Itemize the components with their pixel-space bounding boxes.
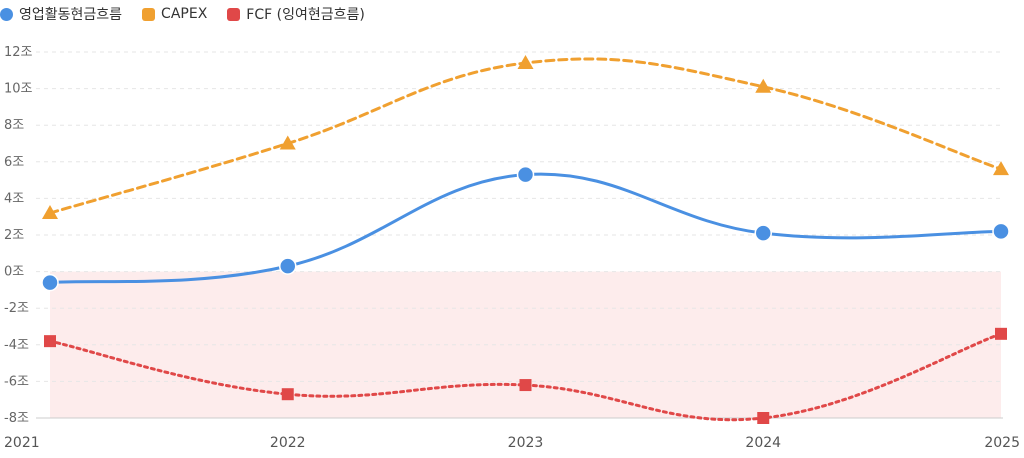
y-tick-label: -2조 bbox=[4, 301, 29, 316]
data-point-operating-cash-flow-2023 bbox=[516, 165, 535, 184]
x-tick-label: 2025 bbox=[984, 435, 1020, 451]
data-point-operating-cash-flow-2024 bbox=[754, 224, 772, 242]
chart-legend: 영업활동현금흐름 CAPEX FCF (잉여현금흐름) bbox=[0, 4, 385, 24]
series-line-capex bbox=[48, 57, 1003, 215]
y-tick-label: 4조 bbox=[4, 191, 24, 206]
y-tick-label: 2조 bbox=[4, 228, 24, 243]
legend-label-fcf: FCF (잉여현금흐름) bbox=[246, 7, 365, 23]
x-tick-label: 2024 bbox=[745, 435, 781, 451]
legend-label-operating-cash-flow: 영업활동현금흐름 bbox=[19, 7, 123, 23]
legend-item-operating-cash-flow[interactable]: 영업활동현금흐름 bbox=[0, 4, 122, 24]
data-point-capex-2021 bbox=[42, 205, 58, 220]
x-tick-label: 2022 bbox=[270, 435, 306, 451]
data-point-fcf-2021 bbox=[44, 335, 56, 348]
legend-swatch-operating-cash-flow bbox=[0, 7, 13, 21]
y-tick-label: 12조 bbox=[4, 45, 33, 60]
legend-item-capex[interactable]: CAPEX bbox=[142, 6, 207, 22]
y-tick-label: 8조 bbox=[4, 118, 24, 133]
y-tick-label: 0조 bbox=[4, 265, 24, 280]
data-point-operating-cash-flow-2022 bbox=[279, 257, 297, 275]
data-point-capex-2024 bbox=[755, 78, 772, 93]
data-point-fcf-2024 bbox=[757, 412, 770, 424]
x-tick-label: 2023 bbox=[508, 435, 544, 451]
y-tick-label: -8조 bbox=[4, 411, 29, 426]
legend-swatch-capex bbox=[142, 7, 156, 21]
y-tick-label: -6조 bbox=[4, 374, 29, 389]
data-point-capex-2022 bbox=[279, 135, 296, 150]
y-tick-label: 6조 bbox=[4, 155, 24, 170]
legend-item-fcf[interactable]: FCF (잉여현금흐름) bbox=[227, 4, 365, 24]
data-point-operating-cash-flow-2025 bbox=[992, 222, 1010, 241]
data-point-fcf-2022 bbox=[281, 388, 294, 401]
data-point-capex-2023 bbox=[517, 54, 534, 69]
data-point-fcf-2025 bbox=[995, 327, 1007, 340]
y-tick-label: -4조 bbox=[4, 338, 29, 353]
legend-label-capex: CAPEX bbox=[161, 6, 208, 22]
series-line-operating-cash-flow bbox=[48, 172, 1003, 285]
legend-swatch-fcf bbox=[227, 7, 241, 21]
y-tick-label: 10조 bbox=[4, 82, 33, 97]
x-tick-label: 2021 bbox=[4, 435, 40, 451]
data-point-fcf-2023 bbox=[519, 379, 532, 392]
data-point-operating-cash-flow-2021 bbox=[41, 273, 59, 292]
data-point-capex-2025 bbox=[993, 161, 1009, 176]
